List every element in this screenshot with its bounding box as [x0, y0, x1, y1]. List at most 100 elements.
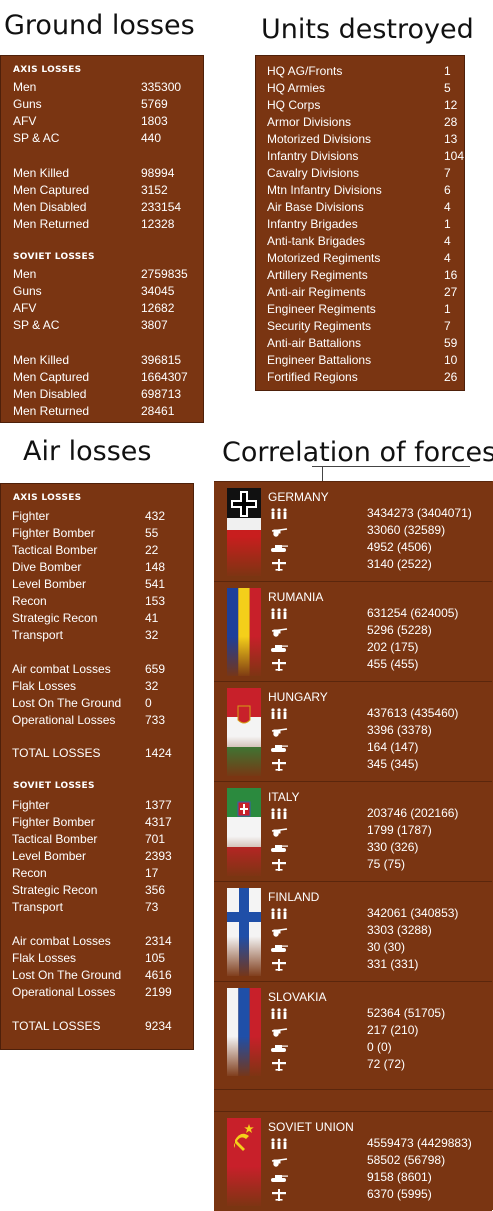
nation-germany: GERMANY 3434273 (3404071) 33060 (32589) 495… — [214, 481, 492, 581]
infantry-icon — [270, 607, 288, 619]
tank-icon — [270, 641, 288, 653]
air-axis-title: AXIS LOSSES — [13, 493, 82, 503]
air-axis-row: Flak Losses 32 — [12, 679, 202, 693]
row-label: Dive Bomber — [12, 560, 82, 574]
row-value: 5 — [444, 81, 451, 95]
nation-value: 631254 (624005) — [367, 606, 459, 620]
units-row: Security Regiments 7 — [267, 319, 457, 333]
ground-axis-row: Men 335300 — [13, 80, 203, 94]
row-value: 55 — [145, 526, 159, 540]
ground-soviet-row: SP & AC 3807 — [13, 318, 203, 332]
nation-name: SOVIET UNION — [268, 1120, 354, 1134]
ground-soviet-row: Men 2759835 — [13, 267, 203, 281]
air-axis-row: Air combat Losses 659 — [12, 662, 202, 676]
row-label: Flak Losses — [12, 679, 77, 693]
tank-icon — [270, 541, 288, 553]
nation-value: 4559473 (4429883) — [367, 1136, 472, 1150]
units-row: Engineer Battalions 10 — [267, 353, 457, 367]
row-label: Men Returned — [13, 404, 90, 418]
row-value: 104 — [444, 149, 465, 163]
ground-soviet-title: SOVIET LOSSES — [13, 252, 95, 262]
air-soviet-row: Transport 73 — [12, 900, 202, 914]
row-value: 12 — [444, 98, 458, 112]
row-value: 698713 — [141, 387, 182, 401]
row-label: HQ AG/Fronts — [267, 64, 343, 78]
units-row: Infantry Brigades 1 — [267, 217, 457, 231]
row-label: Anti-air Regiments — [267, 285, 366, 299]
row-value: 2199 — [145, 985, 172, 999]
units-row: Infantry Divisions 104 — [267, 149, 464, 163]
nation-value: 33060 (32589) — [367, 523, 446, 537]
units-row: HQ Corps 12 — [267, 98, 457, 112]
row-value: 335300 — [141, 80, 182, 94]
row-label: Recon — [12, 594, 47, 608]
nation-value: 6370 (5995) — [367, 1187, 432, 1201]
row-label: Security Regiments — [267, 319, 372, 333]
ground-axis-row: Men Returned 12328 — [13, 217, 203, 231]
row-label: Level Bomber — [12, 849, 87, 863]
row-label: TOTAL LOSSES — [12, 1019, 101, 1033]
nation-value: 202 (175) — [367, 640, 419, 654]
aircraft-icon — [270, 858, 288, 871]
row-label: Operational Losses — [12, 985, 116, 999]
row-label: Men Returned — [13, 217, 90, 231]
row-label: Infantry Brigades — [267, 217, 358, 231]
nation-value: 75 (75) — [367, 857, 406, 871]
air-soviet-row: Lost On The Ground 4616 — [12, 968, 202, 982]
row-value: 3152 — [141, 183, 168, 197]
row-value: 1424 — [145, 746, 172, 760]
row-value: 440 — [141, 131, 162, 145]
row-label: Armor Divisions — [267, 115, 352, 129]
row-value: 701 — [145, 832, 166, 846]
row-label: Men Disabled — [13, 387, 87, 401]
air-axis-row: Lost On The Ground 0 — [12, 696, 202, 710]
row-value: 34045 — [141, 284, 175, 298]
row-value: 1377 — [145, 798, 172, 812]
row-label: Men — [13, 80, 37, 94]
nation-value: 437613 (435460) — [367, 706, 459, 720]
aircraft-icon — [270, 758, 288, 771]
nation-name: GERMANY — [268, 490, 329, 504]
row-value: 4616 — [145, 968, 172, 982]
air-axis-row: Tactical Bomber 22 — [12, 543, 202, 557]
ground-losses-panel: AXIS LOSSES SOVIET LOSSES Men 335300 Guns 5… — [0, 55, 204, 423]
air-axis-row: Dive Bomber 148 — [12, 560, 202, 574]
aircraft-icon — [270, 1188, 288, 1201]
row-value: 32 — [145, 628, 159, 642]
row-label: Fighter — [12, 509, 50, 523]
aircraft-icon — [270, 658, 288, 671]
row-value: 22 — [145, 543, 159, 557]
nation-value: 203746 (202166) — [367, 806, 459, 820]
row-label: Cavalry Divisions — [267, 166, 360, 180]
air-soviet-row: Air combat Losses 2314 — [12, 934, 202, 948]
ground-soviet-row: Men Killed 396815 — [13, 353, 203, 367]
row-value: 41 — [145, 611, 159, 625]
nation-value: 331 (331) — [367, 957, 419, 971]
air-axis-row: Level Bomber 541 — [12, 577, 202, 591]
row-label: Infantry Divisions — [267, 149, 359, 163]
row-value: 4 — [444, 251, 451, 265]
row-value: 13 — [444, 132, 458, 146]
soviet-flag — [227, 1118, 261, 1206]
tank-icon — [270, 741, 288, 753]
row-label: Strategic Recon — [12, 611, 98, 625]
row-label: AFV — [13, 301, 37, 315]
row-label: Air combat Losses — [12, 662, 111, 676]
row-label: Air Base Divisions — [267, 200, 364, 214]
tank-icon — [270, 1171, 288, 1183]
heading-underline — [312, 466, 470, 467]
ground-soviet-row: Men Disabled 698713 — [13, 387, 203, 401]
row-label: Men Disabled — [13, 200, 87, 214]
air-soviet-row: Recon 17 — [12, 866, 202, 880]
row-label: Anti-tank Brigades — [267, 234, 366, 248]
row-label: HQ Corps — [267, 98, 321, 112]
tank-icon — [270, 841, 288, 853]
nation-soviet-union: SOVIET UNION 4559473 (4429883) 58502 (5679… — [214, 1111, 492, 1211]
units-row: Anti-air Regiments 27 — [267, 285, 457, 299]
row-value: 73 — [145, 900, 159, 914]
artillery-icon — [270, 1154, 288, 1167]
row-label: Tactical Bomber — [12, 543, 98, 557]
units-row: Motorized Regiments 4 — [267, 251, 457, 265]
row-value: 16 — [444, 268, 458, 282]
nation-value: 330 (326) — [367, 840, 419, 854]
